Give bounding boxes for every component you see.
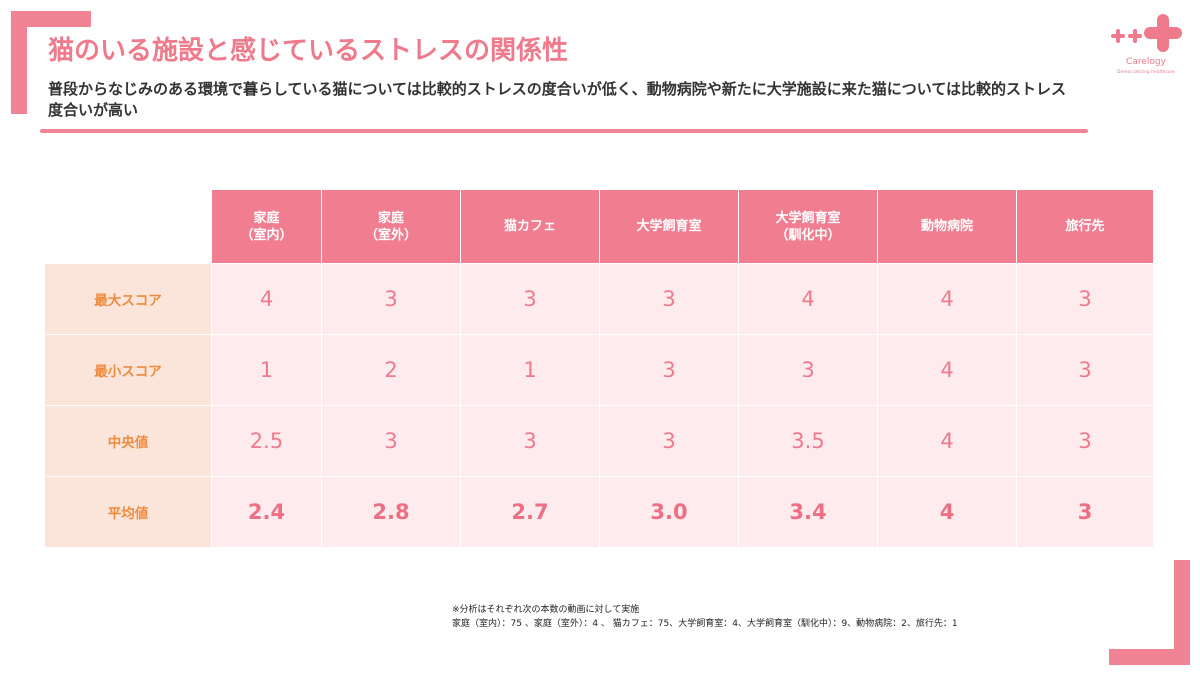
column-header-line1: 大学飼育室 [775,210,841,226]
column-header-line1: 家庭 [377,210,404,226]
footnote: ※分析はそれぞれ次の本数の動画に対して実施 家庭（室内）：75 、家庭（室外）：… [452,603,958,631]
table-cell: 3 [1017,406,1154,477]
row-label-min-score: 最小スコア [45,335,212,406]
table-cell: 3 [461,264,600,335]
footnote-line1: ※分析はそれぞれ次の本数の動画に対して実施 [452,605,640,615]
column-header-line1: 旅行先 [1065,219,1105,234]
table-cell: 3 [322,264,461,335]
column-header-home-indoor: 家庭 （室内） [212,190,322,264]
table-cell: 3.0 [600,477,739,548]
table-cell: 4 [878,477,1017,548]
row-label-max-score: 最大スコア [45,264,212,335]
column-header-line1: 動物病院 [920,219,973,234]
page-title: 猫のいる施設と感じているストレスの関係性 [48,36,569,66]
table-cell: 3 [1017,335,1154,406]
column-header-animal-hospital: 動物病院 [878,190,1017,264]
column-header-university-room: 大学飼育室 [600,190,739,264]
logo-name: Carelogy [1126,57,1166,67]
column-header-line1: 家庭 [253,210,280,226]
table-row-median: 中央値 2.5 3 3 3 3.5 4 3 [45,406,1154,477]
table-cell: 3.4 [739,477,878,548]
table-row-min-score: 最小スコア 1 2 1 3 3 4 3 [45,335,1154,406]
table-cell: 3 [600,264,739,335]
row-label-average: 平均値 [45,477,212,548]
table-cell: 2.7 [461,477,600,548]
table-cell: 2.8 [322,477,461,548]
table-cell: 2 [322,335,461,406]
table-row-average: 平均値 2.4 2.8 2.7 3.0 3.4 4 3 [45,477,1154,548]
logo-tagline: Democratizing healthcare [1116,70,1176,75]
column-header-line1: 猫カフェ [503,219,556,234]
table-cell: 4 [739,264,878,335]
carelogy-logo: Carelogy Democratizing healthcare [1108,12,1186,80]
footnote-line2: 家庭（室内）：75 、家庭（室外）：4 、 猫カフェ：75、大学飼育室：4、大学… [452,619,958,629]
table-header-row: 家庭 （室内） 家庭 （室外） 猫カフェ 大学飼育室 大学飼育室 （馴化中） 動… [45,190,1154,264]
corner-bracket-top-left [11,11,91,27]
column-header-line2: （室外） [364,227,417,243]
table-cell: 1 [461,335,600,406]
table-corner [45,190,212,264]
column-header-line2: （室内） [240,227,293,243]
page-subtitle: 普段からなじみのある環境で暮らしている猫については比較的ストレスの度合いが低く、… [48,80,1067,119]
table-cell: 4 [878,335,1017,406]
table-row-max-score: 最大スコア 4 3 3 3 4 4 3 [45,264,1154,335]
table-cell: 3 [739,335,878,406]
table-cell: 1 [212,335,322,406]
table-cell: 2.5 [212,406,322,477]
stress-score-table: 家庭 （室内） 家庭 （室外） 猫カフェ 大学飼育室 大学飼育室 （馴化中） 動… [45,190,1154,548]
plus-cross-logo-icon [1111,14,1182,52]
table-cell: 4 [212,264,322,335]
table-cell: 3.5 [739,406,878,477]
table-cell: 3 [1017,477,1154,548]
table-cell: 3 [1017,264,1154,335]
corner-bracket-bottom-right [1109,649,1190,665]
column-header-home-outdoor: 家庭 （室外） [322,190,461,264]
corner-bracket-bottom-right-vertical [1174,560,1190,665]
column-header-travel: 旅行先 [1017,190,1154,264]
table-cell: 3 [322,406,461,477]
column-header-university-room-acclimating: 大学飼育室 （馴化中） [739,190,878,264]
title-underline [40,129,1088,133]
row-label-median: 中央値 [45,406,212,477]
column-header-cat-cafe: 猫カフェ [461,190,600,264]
table-cell: 4 [878,264,1017,335]
table-cell: 3 [600,335,739,406]
table-cell: 4 [878,406,1017,477]
column-header-line1: 大学飼育室 [636,219,702,234]
table-cell: 2.4 [212,477,322,548]
table-cell: 3 [600,406,739,477]
corner-bracket-top-left-vertical [11,11,27,114]
column-header-line2: （馴化中） [775,227,841,243]
table-cell: 3 [461,406,600,477]
